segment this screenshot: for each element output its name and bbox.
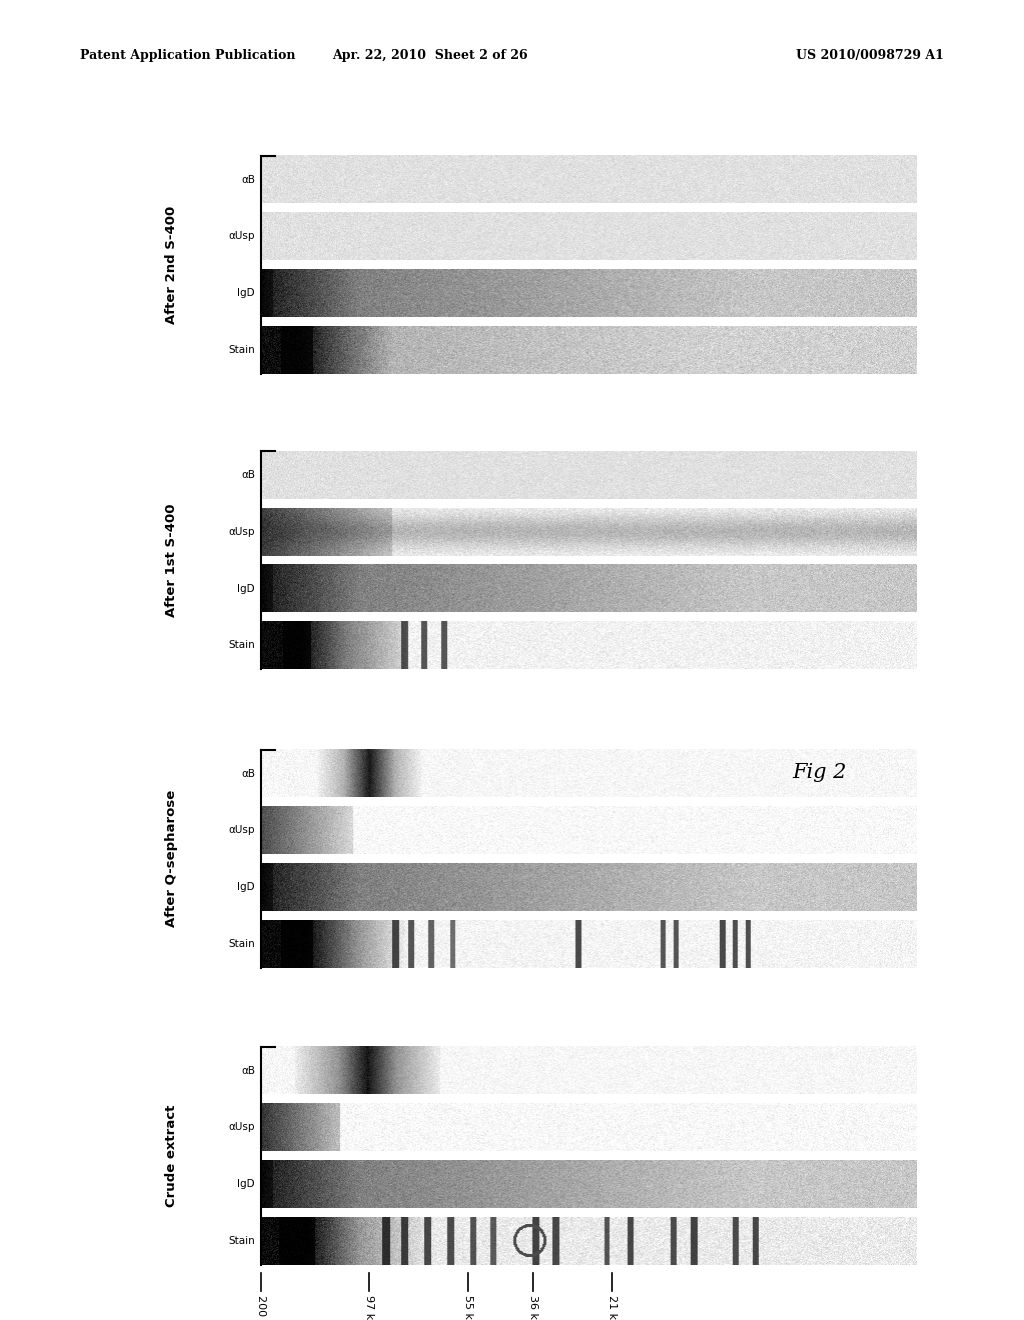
Text: 21 kDa: 21 kDa	[607, 1295, 616, 1320]
Text: Crude extract: Crude extract	[165, 1105, 177, 1206]
Text: αUsp: αUsp	[228, 825, 255, 836]
Text: αB: αB	[241, 1065, 255, 1076]
Text: 200 kDa: 200 kDa	[256, 1295, 266, 1320]
Text: αUsp: αUsp	[228, 231, 255, 242]
Text: 97 kDa: 97 kDa	[365, 1295, 374, 1320]
Text: 55 kDa: 55 kDa	[463, 1295, 472, 1320]
Text: Patent Application Publication: Patent Application Publication	[80, 49, 296, 62]
Text: IgD: IgD	[238, 882, 255, 892]
Text: αUsp: αUsp	[228, 527, 255, 537]
Text: Fig 2: Fig 2	[793, 763, 847, 781]
Text: IgD: IgD	[238, 1179, 255, 1189]
Text: IgD: IgD	[238, 583, 255, 594]
Text: Stain: Stain	[228, 640, 255, 651]
Text: IgD: IgD	[238, 288, 255, 298]
Text: αB: αB	[241, 470, 255, 480]
Text: After 1st S-400: After 1st S-400	[165, 504, 177, 616]
Text: 36 kDa: 36 kDa	[528, 1295, 538, 1320]
Text: Stain: Stain	[228, 1236, 255, 1246]
Text: US 2010/0098729 A1: US 2010/0098729 A1	[796, 49, 944, 62]
Text: Stain: Stain	[228, 939, 255, 949]
Text: αB: αB	[241, 768, 255, 779]
Text: αUsp: αUsp	[228, 1122, 255, 1133]
Text: Stain: Stain	[228, 345, 255, 355]
Text: Apr. 22, 2010  Sheet 2 of 26: Apr. 22, 2010 Sheet 2 of 26	[332, 49, 527, 62]
Text: After 2nd S-400: After 2nd S-400	[165, 206, 177, 323]
Text: After Q-sepharose: After Q-sepharose	[165, 791, 177, 927]
Text: αB: αB	[241, 174, 255, 185]
